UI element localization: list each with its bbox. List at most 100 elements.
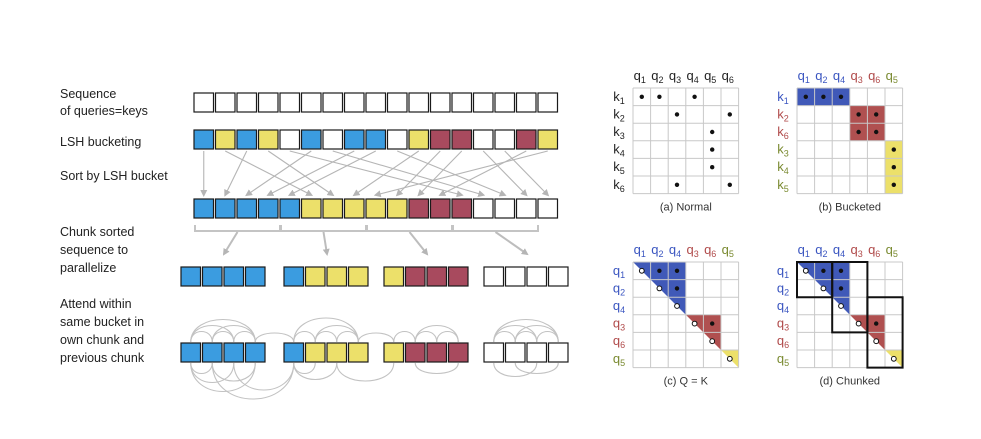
attention-dot	[821, 268, 826, 273]
axis-label: q4	[833, 242, 845, 259]
token-cell	[304, 266, 326, 287]
attention-arc	[190, 362, 256, 393]
token-cell	[547, 342, 569, 363]
token-cell	[201, 342, 223, 363]
sort-arrow	[397, 150, 507, 197]
label-sequence-line2: of queries=keys	[60, 104, 148, 118]
attention-dot	[838, 286, 844, 291]
axis-label: q4	[777, 298, 789, 315]
sort-arrow	[417, 150, 463, 197]
token-cell	[347, 342, 369, 363]
token-cell	[515, 198, 537, 219]
token-cell	[236, 129, 258, 150]
axis-label: q1	[613, 263, 625, 280]
token-cell	[429, 198, 451, 219]
token-cell	[472, 129, 494, 150]
axis-label: q3	[669, 68, 681, 85]
attention-arc	[336, 362, 395, 382]
sort-arrow	[504, 150, 550, 197]
attention-dot	[674, 112, 680, 117]
token-cell	[483, 342, 505, 363]
sort-arrow	[266, 150, 355, 196]
axis-label: q1	[777, 263, 789, 280]
axis-label: q2	[777, 280, 789, 297]
attention-dot	[727, 112, 732, 117]
attention-arc	[493, 318, 559, 343]
token-cell	[300, 198, 322, 219]
attention-arc	[233, 330, 256, 343]
axis-label: k2	[777, 106, 789, 123]
token-cell	[300, 92, 322, 113]
axis-label: k1	[613, 89, 625, 106]
token-cell	[537, 198, 559, 219]
attention-dot	[674, 286, 680, 291]
token-cell	[279, 129, 301, 150]
token-rows	[180, 92, 569, 363]
axis-label: k6	[777, 124, 789, 141]
axis-label: q1	[634, 242, 646, 259]
matrix-caption: (b) Bucketed	[819, 202, 881, 214]
label-lsh-bucketing: LSH bucketing	[60, 135, 141, 149]
attention-dot-self	[820, 285, 827, 292]
token-cell	[504, 266, 526, 287]
axis-label: q5	[886, 242, 898, 259]
token-cell	[426, 266, 448, 287]
attention-dot	[821, 94, 826, 100]
axis-label: q2	[815, 68, 827, 85]
token-cell	[236, 198, 258, 219]
attention-dot-self	[726, 355, 733, 362]
token-cell	[322, 129, 344, 150]
attention-arc	[293, 330, 316, 343]
label-attend-line3: own chunk and	[60, 333, 144, 347]
token-cell	[386, 129, 408, 150]
token-cell	[526, 266, 548, 287]
attention-arc	[393, 330, 416, 343]
token-cell	[447, 266, 469, 287]
attention-dot	[874, 129, 879, 135]
token-cell	[214, 129, 236, 150]
axis-label: q5	[886, 68, 898, 85]
token-cell	[322, 198, 344, 219]
token-cell	[494, 129, 516, 150]
token-cell	[494, 198, 516, 219]
attention-arcs	[190, 317, 559, 400]
sort-arrow	[224, 150, 314, 196]
attention-dot	[838, 94, 844, 100]
axis-label: k3	[613, 124, 625, 141]
attention-dot	[803, 94, 808, 100]
axis-label: k5	[777, 177, 789, 194]
token-cell	[283, 342, 305, 363]
sort-arrow	[287, 150, 377, 196]
attention-dot	[891, 147, 896, 152]
label-chunk-line3: parallelize	[60, 261, 116, 275]
sort-arrow	[332, 150, 486, 197]
axis-label: k6	[613, 177, 625, 194]
token-cell	[347, 266, 369, 287]
chunk-bracket	[366, 225, 453, 232]
attention-dot	[891, 182, 896, 187]
token-cell	[343, 129, 365, 150]
attention-arc	[493, 362, 538, 377]
token-cell	[383, 266, 405, 287]
attention-dot-self	[674, 303, 680, 309]
matrix-caption: (d) Chunked	[820, 376, 881, 388]
token-cell	[365, 198, 387, 219]
token-cell	[193, 92, 215, 113]
token-cell	[429, 129, 451, 150]
axis-label: q3	[613, 316, 625, 333]
attention-dot	[639, 94, 644, 100]
token-cell	[244, 266, 266, 287]
label-attend-line1: Attend within	[60, 297, 132, 311]
token-cell	[326, 342, 348, 363]
token-cell	[537, 92, 559, 113]
attention-dot	[657, 94, 662, 100]
sort-arrow	[245, 150, 312, 197]
sort-arrow	[289, 150, 464, 198]
sort-arrow	[438, 150, 527, 196]
label-chunk-line1: Chunk sorted	[60, 225, 134, 239]
attention-arc	[536, 330, 559, 343]
attention-dot-self	[691, 320, 698, 327]
sorted-row	[193, 198, 559, 219]
token-cell	[180, 342, 202, 363]
axis-label: q6	[777, 333, 789, 350]
